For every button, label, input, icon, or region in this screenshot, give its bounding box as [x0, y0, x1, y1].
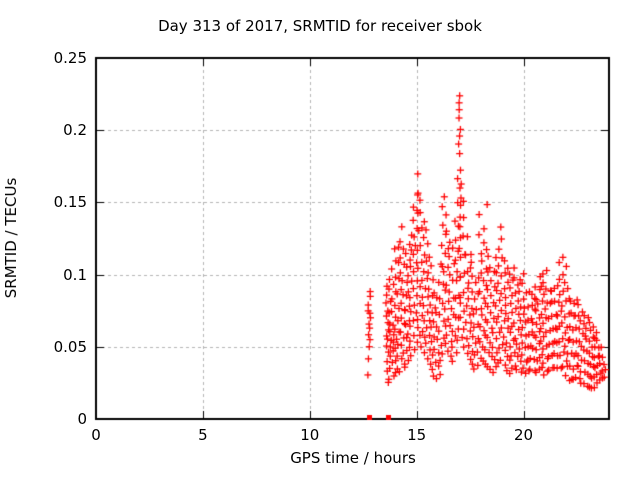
- x-axis-label: GPS time / hours: [290, 449, 416, 467]
- x-tick-label: 10: [300, 426, 320, 444]
- x-tick-label: 15: [407, 426, 427, 444]
- x-tick-label: 0: [91, 426, 101, 444]
- chart-title: Day 313 of 2017, SRMTID for receiver sbo…: [158, 17, 482, 35]
- y-tick-label: 0.2: [63, 121, 87, 140]
- x-tick-label: 5: [198, 426, 208, 444]
- y-tick-label: 0.25: [53, 49, 87, 67]
- y-tick-label: 0.15: [53, 193, 87, 212]
- y-tick-label: 0.05: [53, 337, 87, 356]
- y-tick-label: 0: [77, 410, 87, 428]
- x-tick-label: 20: [513, 426, 534, 444]
- y-tick-label: 0.1: [63, 265, 87, 284]
